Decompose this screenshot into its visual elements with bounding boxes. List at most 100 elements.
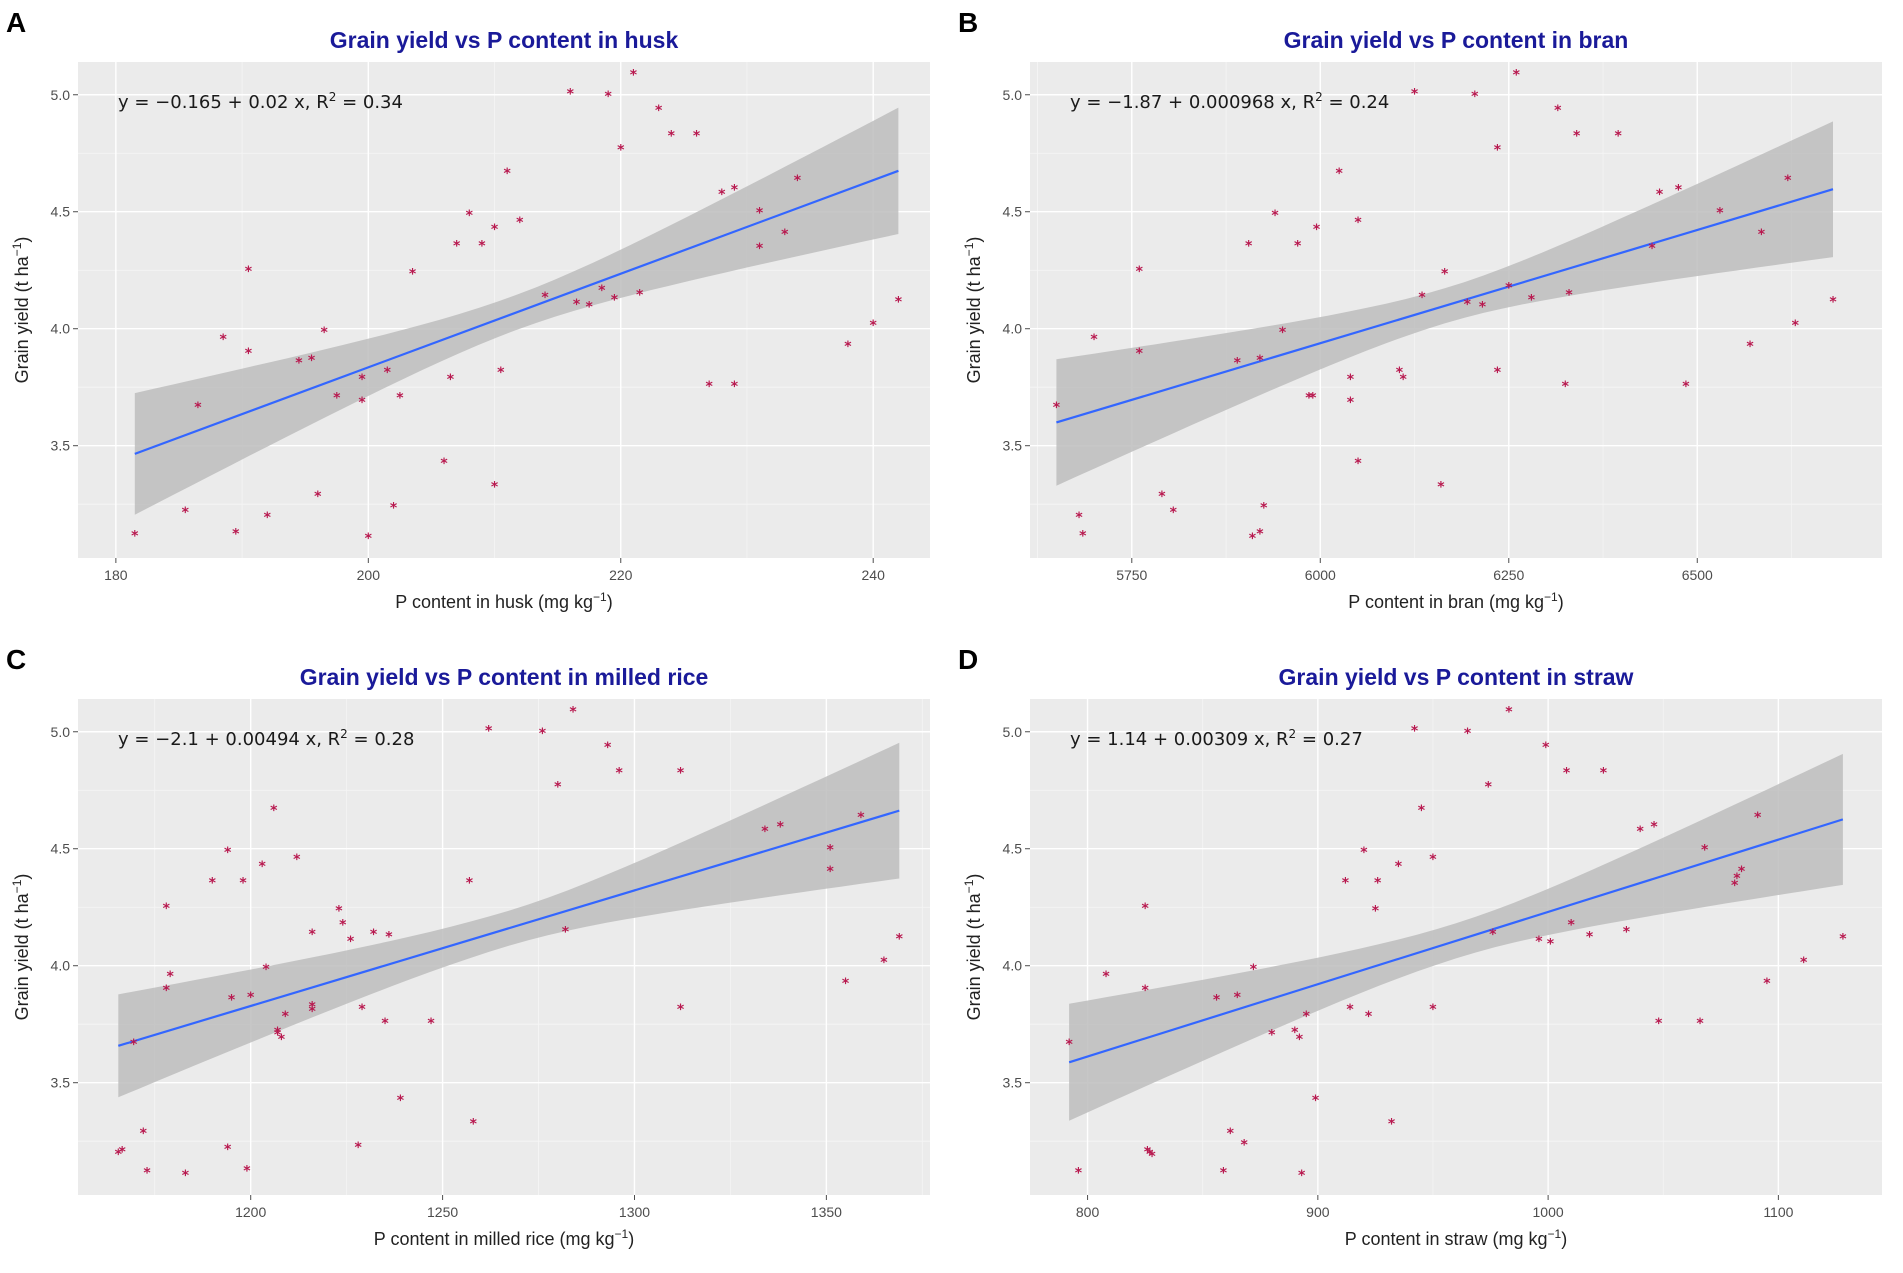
y-tick-label: 4.0 [51, 958, 71, 974]
x-tick-label: 1350 [811, 1204, 842, 1220]
data-point: * [857, 810, 865, 826]
y-tick-label: 4.5 [1003, 841, 1023, 857]
data-point: * [1758, 227, 1766, 243]
data-point: * [1513, 68, 1521, 84]
data-point: * [1763, 976, 1771, 992]
y-tick-label: 5.0 [1003, 724, 1023, 740]
data-point: * [1360, 845, 1368, 861]
data-point: * [396, 391, 404, 407]
data-point: * [668, 129, 676, 145]
data-point: * [274, 1028, 282, 1044]
data-point: * [630, 68, 638, 84]
data-point: * [1354, 456, 1362, 472]
data-point: * [1792, 318, 1800, 334]
data-point: * [1505, 281, 1513, 297]
data-point: * [655, 103, 663, 119]
chart-svg: D Grain yield vs P content in straw 800 900… [958, 644, 1882, 1249]
y-tick-label: 4.5 [51, 841, 71, 857]
data-point: * [1682, 379, 1690, 395]
data-point: * [491, 479, 499, 495]
data-point: * [604, 740, 612, 756]
data-point: * [497, 365, 505, 381]
y-tick-label: 5.0 [51, 87, 71, 103]
data-point: * [1365, 1009, 1373, 1025]
confidence-band [118, 742, 900, 1098]
data-point: * [278, 1032, 286, 1048]
data-point: * [1528, 292, 1536, 308]
panel-c: C Grain yield vs P content in milled rice… [0, 637, 950, 1273]
data-point: * [358, 372, 366, 388]
data-point: * [1227, 1126, 1235, 1142]
data-point: * [466, 208, 474, 224]
data-point: * [239, 875, 247, 891]
data-point: * [274, 1025, 282, 1041]
data-point: * [1586, 929, 1594, 945]
data-point: * [1271, 208, 1279, 224]
y-tick-label: 4.0 [1003, 958, 1023, 974]
x-tick-label: 6000 [1305, 567, 1336, 583]
regression-equation: y = −2.1 + 0.00494 x, R2 = 0.28 [118, 727, 414, 750]
data-point: * [1656, 187, 1664, 203]
data-point: * [1296, 1032, 1304, 1048]
data-point: * [1411, 723, 1419, 739]
data-point: * [347, 934, 355, 950]
data-point: * [1170, 505, 1178, 521]
data-point: * [453, 238, 461, 254]
data-point: * [365, 531, 373, 547]
data-point: * [895, 295, 903, 311]
data-point: * [466, 875, 474, 891]
data-point: * [880, 955, 888, 971]
data-point: * [143, 1166, 151, 1182]
data-point: * [1079, 529, 1087, 545]
data-point: * [1144, 1145, 1152, 1161]
panel-d: D Grain yield vs P content in straw 800 900… [952, 637, 1902, 1273]
y-axis-label: Grain yield (t ha−1) [962, 237, 984, 384]
data-point: * [182, 1168, 190, 1184]
data-point: * [1090, 332, 1098, 348]
regression-line [117, 809, 900, 1047]
data-point: * [1754, 810, 1762, 826]
data-point: * [1623, 925, 1631, 941]
data-point: * [1136, 346, 1144, 362]
data-point: * [1563, 766, 1571, 782]
data-point: * [1800, 955, 1808, 971]
data-point: * [1429, 1002, 1437, 1018]
data-point: * [1746, 339, 1754, 355]
y-tick-label: 4.0 [51, 321, 71, 337]
data-point: * [1648, 241, 1656, 257]
data-point: * [1342, 875, 1350, 891]
data-point: * [131, 529, 139, 545]
data-point: * [756, 241, 764, 257]
data-point: * [731, 182, 739, 198]
data-point: * [896, 932, 904, 948]
data-point: * [320, 325, 328, 341]
data-point: * [554, 780, 562, 796]
data-point: * [693, 129, 701, 145]
data-point: * [1494, 143, 1502, 159]
data-point: * [1102, 969, 1110, 985]
data-point: * [1655, 1016, 1663, 1032]
x-tick-label: 200 [357, 567, 381, 583]
data-point: * [308, 999, 316, 1015]
data-point: * [636, 288, 644, 304]
data-point: * [118, 1145, 126, 1161]
data-point: * [1309, 391, 1317, 407]
data-point: * [1234, 355, 1242, 371]
data-point: * [677, 1002, 685, 1018]
x-tick-label: 1200 [235, 1204, 266, 1220]
data-point: * [598, 283, 606, 299]
data-point: * [1141, 901, 1149, 917]
data-point: * [1565, 288, 1573, 304]
data-point: * [756, 206, 764, 222]
x-axis-label: P content in bran (mg kg−1) [1348, 590, 1563, 612]
data-point: * [1562, 379, 1570, 395]
data-point: * [140, 1126, 148, 1142]
data-point: * [503, 166, 511, 182]
data-point: * [1400, 372, 1408, 388]
data-point: * [731, 379, 739, 395]
data-point: * [1701, 843, 1709, 859]
data-point: * [293, 852, 301, 868]
data-point: * [1053, 400, 1061, 416]
data-point: * [166, 969, 174, 985]
data-point: * [228, 992, 236, 1008]
